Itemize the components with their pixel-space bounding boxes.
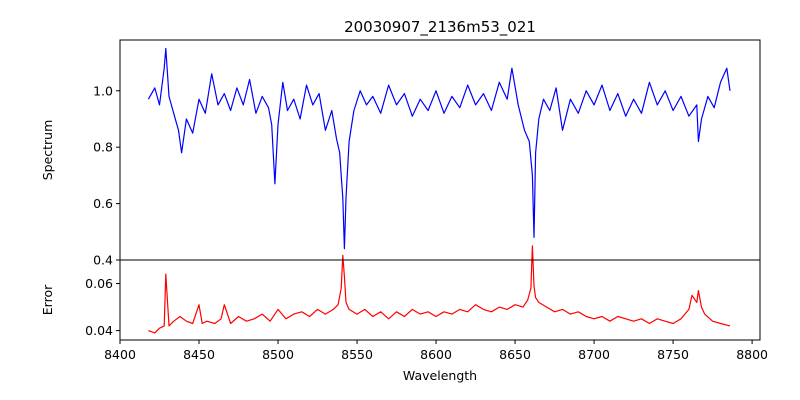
error-y-label: Error [40, 284, 55, 315]
x-tick-label: 8750 [657, 347, 689, 362]
spectrum-panel-y-tick-label: 0.4 [93, 253, 113, 268]
chart-title: 20030907_2136m53_021 [344, 18, 536, 37]
x-axis-label: Wavelength [403, 368, 477, 383]
spectrum-panel-line [147, 47, 731, 250]
spectrum-series [147, 47, 731, 250]
x-tick-label: 8450 [183, 347, 215, 362]
spectrum-panel-y-tick-label: 0.8 [93, 140, 113, 155]
x-tick-label: 8550 [341, 347, 373, 362]
spectrum-panel-y-tick-label: 0.6 [93, 196, 113, 211]
spectrum-y-axis: 0.4 0.6 0.8 1.0 [93, 83, 120, 268]
error-panel-y-tick-label: 0.04 [85, 323, 113, 338]
error-panel-line [148, 245, 731, 334]
spectrum-panel-y-tick-label: 1.0 [93, 83, 113, 98]
error-y-axis: 0.04 0.06 [85, 276, 120, 338]
x-axis: 8400 8450 8500 8550 8600 8650 8700 8750 8800 [104, 340, 768, 362]
error-panel: 0.04 0.06 Error [40, 245, 761, 341]
spectrum-panel: 0.4 0.6 0.8 1.0 Spectrum [40, 39, 761, 268]
error-series [148, 245, 731, 334]
x-tick-label: 8800 [736, 347, 768, 362]
x-tick-label: 8650 [499, 347, 531, 362]
x-tick-label: 8400 [104, 347, 136, 362]
spectrum-y-label: Spectrum [40, 120, 55, 181]
x-tick-label: 8500 [262, 347, 294, 362]
spectrum-plot-frame [119, 39, 761, 261]
error-panel-y-tick-label: 0.06 [85, 276, 113, 291]
x-tick-label: 8700 [578, 347, 610, 362]
error-plot-frame [119, 259, 761, 341]
x-tick-label: 8600 [420, 347, 452, 362]
